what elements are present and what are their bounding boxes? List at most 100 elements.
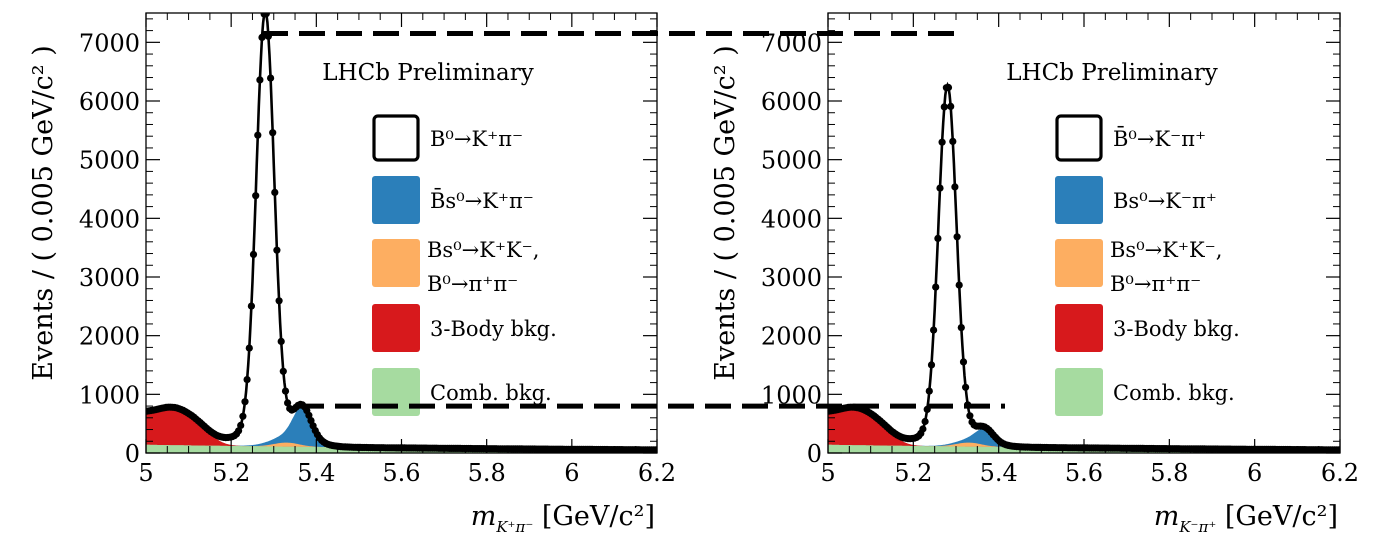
y-axis-label: Events / ( 0.005 GeV/c² ) (28, 45, 59, 381)
data-point (955, 281, 963, 289)
legend-label-2: B⁰→π⁺π⁻ (427, 272, 518, 296)
data-point (940, 103, 948, 111)
legend-swatch (1055, 304, 1103, 352)
y-tick-label: 3000 (761, 264, 822, 292)
legend-label: Bs⁰→K⁻π⁺ (1113, 189, 1217, 213)
y-tick-label: 5000 (79, 147, 140, 175)
legend-entry: Comb. bkg. (372, 368, 552, 416)
y-tick-label: 0 (125, 440, 140, 468)
data-point (930, 326, 938, 334)
y-axis-label: Events / ( 0.005 GeV/c² ) (710, 45, 741, 381)
x-axis-label: mK⁺π⁻ [GeV/c²] (471, 501, 655, 536)
legend-label: B̄s⁰→K⁺π⁻ (430, 188, 534, 213)
data-point (237, 421, 245, 429)
legend-swatch (372, 239, 420, 287)
lhcb-preliminary-label: LHCb Preliminary (1006, 60, 1217, 86)
y-tick-label: 6000 (761, 88, 822, 116)
data-point (267, 74, 275, 82)
legend-label-2: B⁰→π⁺π⁻ (1110, 272, 1201, 296)
y-tick-label: 0 (807, 440, 822, 468)
legend-entry: 3-Body bkg. (372, 304, 557, 352)
data-point (279, 367, 287, 375)
y-tick-label: 6000 (79, 88, 140, 116)
data-point (235, 427, 243, 435)
data-point (245, 344, 253, 352)
data-point (254, 131, 262, 139)
legend-label: B̄⁰→K⁻π⁺ (1113, 126, 1206, 151)
data-point (953, 233, 961, 241)
x-tick-label: 5.6 (1065, 459, 1103, 487)
data-point (938, 138, 946, 146)
y-tick-label: 4000 (761, 205, 822, 233)
data-point (932, 283, 940, 291)
legend-swatch (1055, 239, 1103, 287)
data-point (962, 383, 970, 391)
secondary-peak-area (146, 407, 657, 453)
data-point (944, 83, 953, 92)
data-point (966, 412, 974, 420)
data-point (927, 361, 936, 369)
legend-swatch (372, 176, 420, 224)
data-point (652, 446, 657, 453)
legend-entry: B̄s⁰→K⁺π⁻ (372, 176, 534, 224)
data-point (269, 129, 277, 137)
data-point (241, 398, 249, 406)
legend-entry: B̄⁰→K⁻π⁺ (1055, 114, 1206, 162)
plot-panel-left: 5 5.2 5.4 5.6 5.8 6 6.2 0 1000 2000 3000 4000 5000 60… (28, 12, 676, 536)
plot-panel-right: 5 5.2 5.4 5.6 5.8 6 6.201000200030004000500060… (710, 12, 1359, 536)
legend-swatch (1055, 176, 1103, 224)
legend-label: 3-Body bkg. (430, 317, 557, 341)
y-tick-label: 7000 (79, 29, 140, 57)
y-tick-label: 5000 (761, 147, 822, 175)
x-tick-label: 6.2 (638, 459, 676, 487)
data-point (273, 246, 281, 254)
data-point (934, 234, 942, 242)
legend-entry: B⁰→K⁺π⁻ (372, 114, 523, 162)
x-tick-label: 5 (138, 459, 153, 487)
legend-swatch (372, 368, 420, 416)
data-point (281, 387, 290, 395)
legend-entry: Bs⁰→K⁻π⁺ (1055, 176, 1217, 224)
legend-label: 3-Body bkg. (1113, 317, 1240, 341)
data-point (949, 137, 957, 145)
x-tick-label: 6 (564, 459, 579, 487)
data-point (247, 302, 255, 310)
legend-swatch (1055, 114, 1103, 162)
legend-swatch (1055, 368, 1103, 416)
x-tick-label: 6 (1247, 459, 1262, 487)
legend-entry: 3-Body bkg. (1055, 304, 1240, 352)
legend-label: Comb. bkg. (430, 381, 552, 405)
data-point (919, 425, 927, 433)
x-tick-label: 5.6 (382, 459, 420, 487)
lhcb-preliminary-label: LHCb Preliminary (322, 60, 533, 86)
legend-swatch (372, 304, 420, 352)
x-axis-label: mK⁻π⁺ [GeV/c²] (1154, 501, 1338, 536)
x-tick-label: 5.4 (980, 459, 1018, 487)
y-tick-label: 4000 (79, 205, 140, 233)
y-tick-label: 3000 (79, 264, 140, 292)
legend-label: B⁰→K⁺π⁻ (430, 127, 523, 151)
data-point (951, 183, 959, 191)
data-point (936, 184, 944, 192)
data-point (249, 250, 258, 258)
data-point (275, 297, 283, 305)
x-tick-label: 5.8 (468, 459, 506, 487)
data-point (925, 387, 933, 395)
legend-label: Bs⁰→K⁺K⁻, (427, 238, 539, 262)
legend-swatch (372, 114, 420, 162)
y-tick-label: 2000 (761, 323, 822, 351)
data-point (243, 376, 251, 384)
y-tick-label: 1000 (79, 381, 140, 409)
data-point (921, 417, 929, 426)
x-tick-label: 5 (820, 459, 835, 487)
x-tick-label: 6.2 (1321, 459, 1359, 487)
y-tick-label: 2000 (79, 323, 140, 351)
data-point (1335, 446, 1340, 453)
legend-entry: Bs⁰→K⁺K⁻, B⁰→π⁺π⁻ (372, 238, 539, 296)
data-point (256, 76, 264, 84)
data-point (239, 412, 247, 420)
data-point (284, 399, 292, 407)
data-point (959, 358, 968, 366)
data-point (271, 188, 279, 196)
